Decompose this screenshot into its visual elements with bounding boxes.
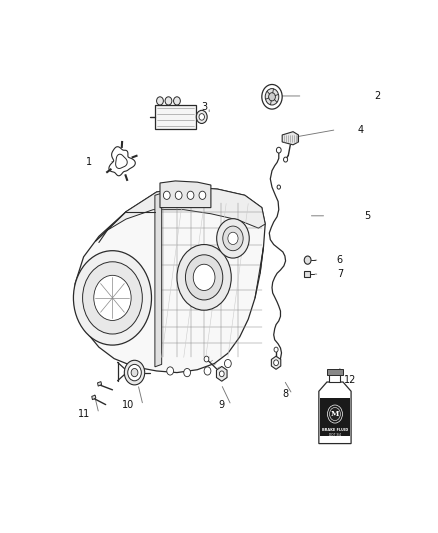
Circle shape: [184, 368, 191, 377]
Circle shape: [276, 147, 281, 153]
Polygon shape: [319, 382, 351, 443]
Circle shape: [228, 232, 238, 245]
Circle shape: [167, 367, 173, 375]
Circle shape: [223, 226, 243, 251]
Circle shape: [175, 191, 182, 199]
Circle shape: [94, 276, 131, 320]
Text: 6: 6: [337, 255, 343, 265]
Circle shape: [157, 97, 163, 105]
Circle shape: [219, 371, 224, 377]
Circle shape: [173, 97, 180, 105]
Circle shape: [187, 191, 194, 199]
Circle shape: [304, 256, 311, 264]
Text: 8: 8: [283, 389, 289, 399]
Circle shape: [328, 405, 343, 423]
Circle shape: [268, 93, 276, 101]
Polygon shape: [327, 369, 343, 375]
Circle shape: [199, 191, 206, 199]
Text: 5: 5: [364, 211, 370, 221]
Polygon shape: [116, 154, 127, 168]
Polygon shape: [92, 395, 96, 400]
Polygon shape: [98, 382, 102, 386]
Text: M: M: [331, 410, 339, 418]
Circle shape: [177, 245, 231, 310]
Circle shape: [274, 347, 278, 352]
Polygon shape: [216, 366, 227, 381]
Circle shape: [329, 407, 340, 421]
Text: 11: 11: [78, 409, 90, 418]
Circle shape: [277, 185, 280, 189]
Text: 2: 2: [374, 91, 380, 101]
Circle shape: [193, 264, 215, 290]
Text: 7: 7: [337, 269, 343, 279]
Polygon shape: [282, 132, 298, 145]
Text: 3: 3: [201, 102, 207, 112]
Circle shape: [163, 191, 170, 199]
Polygon shape: [109, 147, 135, 176]
Text: 12: 12: [344, 375, 356, 385]
Circle shape: [283, 157, 288, 162]
Circle shape: [224, 359, 231, 368]
Circle shape: [185, 255, 223, 300]
Polygon shape: [304, 271, 310, 277]
Circle shape: [199, 114, 205, 120]
Circle shape: [128, 365, 141, 381]
Polygon shape: [74, 187, 265, 373]
Polygon shape: [155, 193, 162, 367]
Circle shape: [204, 367, 211, 375]
Polygon shape: [329, 373, 340, 382]
Text: 1: 1: [86, 157, 92, 167]
Polygon shape: [155, 105, 196, 129]
Circle shape: [124, 360, 145, 385]
Text: BRAKE FLUID: BRAKE FLUID: [322, 429, 348, 432]
Circle shape: [262, 84, 282, 109]
Circle shape: [274, 360, 279, 366]
Text: 10: 10: [122, 400, 134, 410]
Circle shape: [165, 97, 172, 105]
Circle shape: [217, 219, 249, 258]
Text: 9: 9: [218, 400, 224, 410]
Circle shape: [265, 88, 279, 105]
Circle shape: [74, 251, 152, 345]
Text: DOT 3/4: DOT 3/4: [329, 433, 341, 437]
Polygon shape: [95, 187, 265, 241]
Circle shape: [204, 356, 209, 362]
Text: 4: 4: [357, 125, 363, 135]
Circle shape: [196, 110, 207, 124]
Circle shape: [131, 368, 138, 377]
Polygon shape: [160, 181, 211, 207]
Polygon shape: [272, 356, 281, 369]
Polygon shape: [320, 399, 350, 436]
Circle shape: [83, 262, 142, 334]
